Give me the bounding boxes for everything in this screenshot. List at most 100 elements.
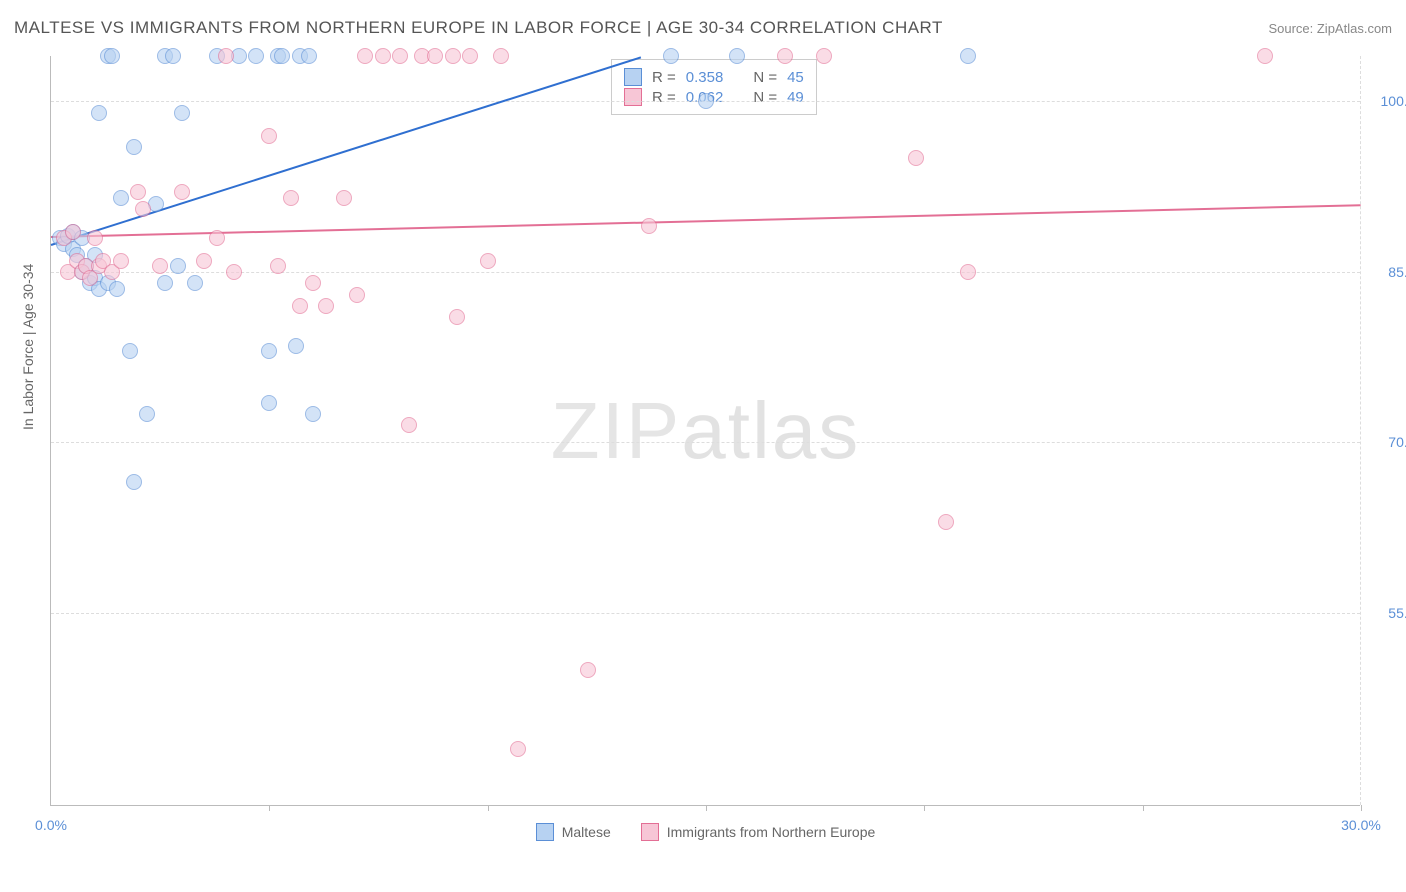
ytick-label: 55.0% bbox=[1368, 605, 1406, 621]
gridline-h bbox=[51, 272, 1360, 273]
data-point bbox=[65, 224, 81, 240]
stats-row-maltese: R = 0.358 N = 45 bbox=[624, 68, 804, 86]
data-point bbox=[580, 662, 596, 678]
xtick-label: 30.0% bbox=[1341, 817, 1381, 833]
xtick-mark bbox=[1143, 805, 1144, 811]
data-point bbox=[641, 218, 657, 234]
data-point bbox=[113, 253, 129, 269]
stats-box: R = 0.358 N = 45 R = 0.062 N = 49 bbox=[611, 59, 817, 115]
data-point bbox=[288, 338, 304, 354]
stat-r-maltese: 0.358 bbox=[686, 69, 724, 86]
legend-item-maltese: Maltese bbox=[536, 823, 611, 841]
chart-title: MALTESE VS IMMIGRANTS FROM NORTHERN EURO… bbox=[14, 18, 943, 38]
data-point bbox=[126, 474, 142, 490]
swatch-maltese bbox=[536, 823, 554, 841]
data-point bbox=[960, 48, 976, 64]
data-point bbox=[261, 343, 277, 359]
data-point bbox=[510, 741, 526, 757]
data-point bbox=[349, 287, 365, 303]
bottom-legend: Maltese Immigrants from Northern Europe bbox=[51, 823, 1360, 841]
data-point bbox=[187, 275, 203, 291]
ytick-label: 70.0% bbox=[1368, 434, 1406, 450]
data-point bbox=[480, 253, 496, 269]
data-point bbox=[462, 48, 478, 64]
data-point bbox=[445, 48, 461, 64]
title-bar: MALTESE VS IMMIGRANTS FROM NORTHERN EURO… bbox=[14, 18, 1392, 38]
data-point bbox=[663, 48, 679, 64]
gridline-h bbox=[51, 442, 1360, 443]
swatch-immigrants bbox=[624, 88, 642, 106]
legend-label-maltese: Maltese bbox=[562, 824, 611, 840]
data-point bbox=[301, 48, 317, 64]
data-point bbox=[305, 275, 321, 291]
data-point bbox=[1257, 48, 1273, 64]
data-point bbox=[91, 105, 107, 121]
data-point bbox=[135, 201, 151, 217]
data-point bbox=[126, 139, 142, 155]
data-point bbox=[938, 514, 954, 530]
data-point bbox=[152, 258, 168, 274]
ytick-label: 85.0% bbox=[1368, 264, 1406, 280]
data-point bbox=[174, 105, 190, 121]
data-point bbox=[104, 48, 120, 64]
watermark: ZIPatlas bbox=[551, 385, 860, 477]
data-point bbox=[401, 417, 417, 433]
data-point bbox=[261, 395, 277, 411]
stat-n-maltese: 45 bbox=[787, 69, 804, 86]
data-point bbox=[908, 150, 924, 166]
data-point bbox=[226, 264, 242, 280]
data-point bbox=[305, 406, 321, 422]
data-point bbox=[292, 298, 308, 314]
data-point bbox=[729, 48, 745, 64]
data-point bbox=[165, 48, 181, 64]
gridline-v bbox=[1360, 56, 1361, 805]
data-point bbox=[274, 48, 290, 64]
xtick-label: 0.0% bbox=[35, 817, 67, 833]
data-point bbox=[375, 48, 391, 64]
xtick-mark bbox=[269, 805, 270, 811]
stat-n-immigrants: 49 bbox=[787, 89, 804, 106]
swatch-maltese bbox=[624, 68, 642, 86]
data-point bbox=[427, 48, 443, 64]
xtick-mark bbox=[1361, 805, 1362, 811]
data-point bbox=[218, 48, 234, 64]
plot-area: ZIPatlas R = 0.358 N = 45 R = 0.062 N = … bbox=[50, 56, 1360, 806]
xtick-mark bbox=[706, 805, 707, 811]
data-point bbox=[816, 48, 832, 64]
data-point bbox=[122, 343, 138, 359]
data-point bbox=[248, 48, 264, 64]
data-point bbox=[174, 184, 190, 200]
xtick-mark bbox=[488, 805, 489, 811]
stats-row-immigrants: R = 0.062 N = 49 bbox=[624, 88, 804, 106]
data-point bbox=[392, 48, 408, 64]
data-point bbox=[261, 128, 277, 144]
ytick-label: 100.0% bbox=[1368, 93, 1406, 109]
data-point bbox=[336, 190, 352, 206]
legend-label-immigrants: Immigrants from Northern Europe bbox=[667, 824, 876, 840]
xtick-mark bbox=[924, 805, 925, 811]
data-point bbox=[87, 230, 103, 246]
source-label: Source: ZipAtlas.com bbox=[1268, 21, 1392, 36]
data-point bbox=[698, 93, 714, 109]
data-point bbox=[209, 230, 225, 246]
yaxis-title: In Labor Force | Age 30-34 bbox=[20, 264, 36, 430]
stat-n-label: N = bbox=[753, 69, 777, 86]
data-point bbox=[113, 190, 129, 206]
data-point bbox=[357, 48, 373, 64]
legend-item-immigrants: Immigrants from Northern Europe bbox=[641, 823, 876, 841]
data-point bbox=[109, 281, 125, 297]
data-point bbox=[139, 406, 155, 422]
stat-r-label: R = bbox=[652, 69, 676, 86]
data-point bbox=[449, 309, 465, 325]
data-point bbox=[270, 258, 286, 274]
swatch-immigrants bbox=[641, 823, 659, 841]
trend-line bbox=[51, 204, 1361, 238]
data-point bbox=[283, 190, 299, 206]
data-point bbox=[777, 48, 793, 64]
gridline-h bbox=[51, 613, 1360, 614]
data-point bbox=[170, 258, 186, 274]
stat-r-label: R = bbox=[652, 89, 676, 106]
data-point bbox=[318, 298, 334, 314]
data-point bbox=[196, 253, 212, 269]
data-point bbox=[157, 275, 173, 291]
